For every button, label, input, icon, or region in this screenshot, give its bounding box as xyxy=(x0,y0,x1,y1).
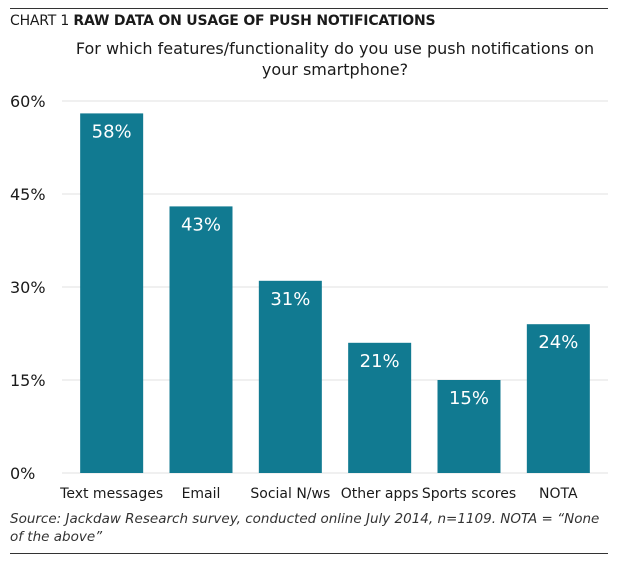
x-tick-label: Email xyxy=(182,486,221,502)
bar xyxy=(437,380,501,473)
bar-value-label: 24% xyxy=(538,332,578,353)
bar xyxy=(258,280,322,473)
bottom-rule xyxy=(10,553,608,554)
source-note: Source: Jackdaw Research survey, conduct… xyxy=(10,511,600,545)
x-tick-label: Sports scores xyxy=(422,486,516,502)
x-tick-label: Social N/ws xyxy=(250,486,330,502)
y-tick-label: 45% xyxy=(10,185,46,204)
bar-value-label: 58% xyxy=(92,121,132,142)
chart-header: CHART 1 RAW DATA ON USAGE OF PUSH NOTIFI… xyxy=(10,13,436,29)
x-tick-label: NOTA xyxy=(539,486,578,502)
chart-number: CHART 1 xyxy=(10,13,70,29)
y-tick-label: 0% xyxy=(10,464,35,483)
chart-heading: RAW DATA ON USAGE OF PUSH NOTIFICATIONS xyxy=(73,13,436,29)
bar xyxy=(80,113,144,474)
bar-value-label: 15% xyxy=(449,388,489,409)
x-tick-label: Other apps xyxy=(341,486,419,502)
bar xyxy=(526,324,590,473)
bar xyxy=(348,342,412,473)
bar-value-label: 21% xyxy=(360,351,400,372)
chart-title: For which features/functionality do you … xyxy=(75,39,595,79)
bar-value-label: 43% xyxy=(181,214,221,235)
y-tick-label: 30% xyxy=(10,278,46,297)
x-tick-label: Text messages xyxy=(59,486,163,502)
y-tick-label: 15% xyxy=(10,371,46,390)
y-tick-label: 60% xyxy=(10,92,46,111)
top-rule xyxy=(10,8,608,9)
bar-value-label: 31% xyxy=(270,289,310,310)
bar xyxy=(169,206,233,473)
